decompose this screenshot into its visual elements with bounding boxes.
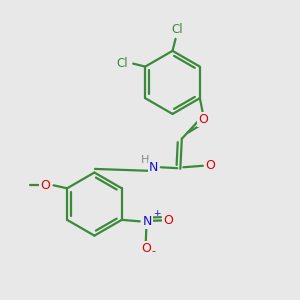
Text: N: N bbox=[148, 161, 158, 174]
Text: Cl: Cl bbox=[171, 23, 183, 36]
Text: H: H bbox=[141, 155, 149, 165]
Text: -: - bbox=[151, 246, 155, 256]
Text: +: + bbox=[153, 209, 160, 218]
Text: O: O bbox=[141, 242, 151, 255]
Text: O: O bbox=[40, 179, 50, 192]
Text: O: O bbox=[206, 159, 215, 172]
Text: O: O bbox=[164, 214, 173, 227]
Text: O: O bbox=[198, 113, 208, 126]
Text: N: N bbox=[142, 215, 152, 228]
Text: Cl: Cl bbox=[117, 57, 128, 70]
